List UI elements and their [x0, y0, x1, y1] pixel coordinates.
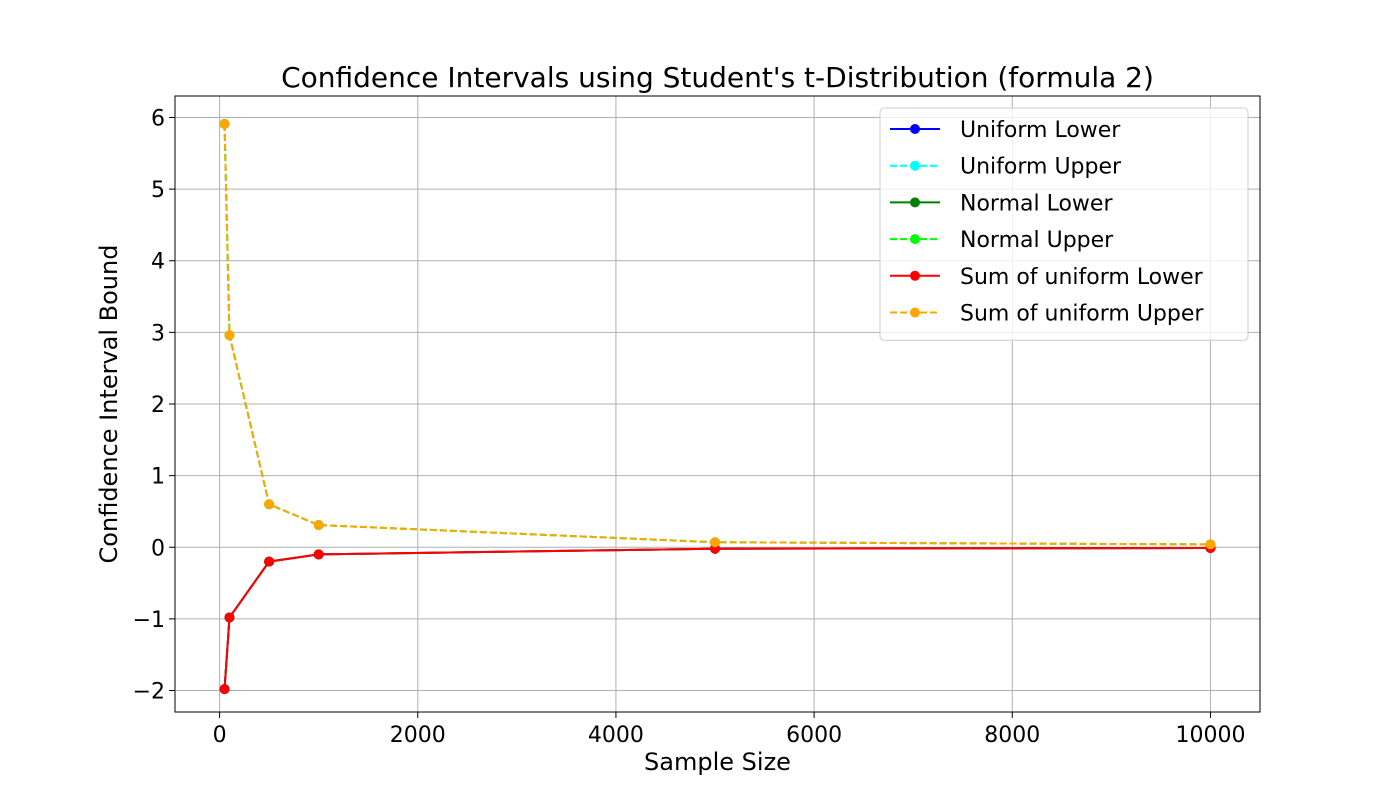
data-point: [1205, 539, 1216, 550]
data-point: [710, 537, 721, 548]
x-tick-label: 2000: [390, 723, 446, 748]
series-sum-of-uniform-upper: [219, 118, 1216, 550]
axis-ticks: 0 2000 4000 6000 8000 10000 −2 −1 0 1 2 3 4 5 6: [133, 106, 1246, 748]
y-tick-label: 1: [151, 465, 165, 490]
y-tick-label: −1: [133, 608, 165, 633]
y-tick-label: −2: [133, 680, 165, 705]
legend-box: [879, 107, 1249, 341]
legend-marker: [910, 160, 920, 171]
x-tick-label: 6000: [786, 723, 842, 748]
legend-label: Uniform Upper: [960, 155, 1122, 180]
legend: Uniform Lower Uniform Upper Normal Lower No…: [879, 107, 1249, 341]
legend-label: Normal Lower: [960, 191, 1113, 216]
data-point: [313, 549, 324, 560]
legend-item: Normal Upper: [890, 228, 1114, 253]
series-line: [223, 123, 1211, 546]
x-tick-label: 4000: [588, 723, 644, 748]
data-point: [313, 520, 324, 531]
legend-marker: [910, 234, 920, 245]
x-tick-label: 8000: [984, 723, 1040, 748]
legend-marker: [910, 307, 920, 318]
legend-item: Sum of uniform Lower: [890, 265, 1204, 290]
legend-label: Normal Upper: [960, 228, 1114, 253]
legend-label: Sum of uniform Lower: [960, 265, 1204, 290]
y-tick-label: 6: [151, 106, 165, 131]
data-point: [224, 612, 235, 623]
data-point: [219, 118, 230, 129]
legend-item: Uniform Upper: [890, 155, 1122, 180]
legend-item: Normal Lower: [890, 191, 1113, 216]
legend-marker: [910, 124, 920, 134]
data-point: [224, 330, 235, 341]
series-line: [223, 546, 1211, 690]
legend-label: Sum of uniform Upper: [960, 302, 1204, 327]
legend-marker: [910, 197, 920, 208]
y-tick-label: 3: [151, 321, 165, 346]
legend-item: Uniform Lower: [890, 118, 1121, 143]
y-tick-label: 4: [151, 250, 165, 275]
y-axis-label: Confidence Interval Bound: [95, 245, 123, 564]
data-point: [219, 684, 230, 695]
x-tick-label: 10000: [1175, 723, 1245, 748]
x-tick-label: 0: [213, 723, 227, 748]
legend-marker: [910, 270, 920, 281]
y-tick-label: 2: [151, 393, 165, 418]
data-point: [264, 499, 275, 510]
grid-lines: [175, 96, 1260, 712]
legend-label: Uniform Lower: [960, 118, 1121, 143]
legend-item: Sum of uniform Upper: [890, 302, 1204, 327]
data-point: [264, 556, 275, 567]
data-series: [219, 118, 1216, 695]
chart-title: Confidence Intervals using Student's t-D…: [281, 61, 1154, 94]
y-tick-label: 5: [151, 178, 165, 203]
y-tick-label: 0: [151, 536, 165, 561]
x-axis-label: Sample Size: [644, 748, 791, 776]
